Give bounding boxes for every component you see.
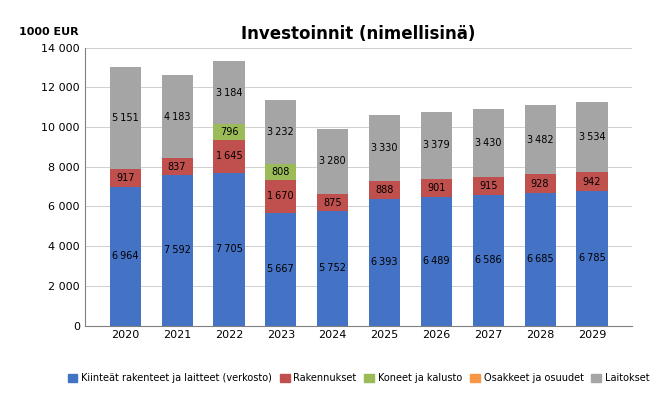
Bar: [265, 213, 297, 326]
Text: 875: 875: [323, 198, 342, 208]
Text: 4 183: 4 183: [164, 112, 190, 122]
Text: 3 534: 3 534: [579, 132, 605, 142]
Bar: [265, 164, 297, 180]
Text: 901: 901: [427, 183, 445, 193]
Bar: [317, 194, 348, 211]
Text: 796: 796: [220, 127, 238, 137]
Text: 808: 808: [272, 167, 290, 177]
Text: 3 232: 3 232: [267, 127, 294, 137]
Bar: [213, 124, 244, 140]
Text: 3 482: 3 482: [527, 135, 554, 145]
Bar: [213, 140, 244, 173]
Text: 6 393: 6 393: [371, 257, 398, 267]
Bar: [525, 105, 556, 174]
Text: 837: 837: [168, 162, 186, 172]
Bar: [421, 112, 452, 179]
Bar: [369, 181, 400, 198]
Bar: [265, 180, 297, 213]
Bar: [213, 61, 244, 124]
Text: 888: 888: [376, 185, 394, 195]
Text: 915: 915: [479, 181, 497, 191]
Bar: [110, 67, 141, 169]
Bar: [369, 115, 400, 181]
Text: 6 586: 6 586: [475, 255, 501, 265]
Text: 6 964: 6 964: [112, 251, 138, 261]
Bar: [317, 129, 348, 194]
Bar: [421, 197, 452, 326]
Text: 6 685: 6 685: [527, 254, 554, 264]
Bar: [162, 175, 192, 326]
Bar: [525, 193, 556, 326]
Text: 928: 928: [531, 179, 550, 189]
Bar: [473, 195, 504, 326]
Bar: [162, 75, 192, 158]
Bar: [576, 191, 608, 326]
Text: 3 330: 3 330: [371, 143, 398, 153]
Text: 1 670: 1 670: [267, 191, 294, 201]
Text: 6 489: 6 489: [423, 256, 450, 266]
Bar: [110, 187, 141, 326]
Text: 1 645: 1 645: [216, 151, 243, 161]
Text: 3 430: 3 430: [475, 138, 501, 148]
Bar: [162, 158, 192, 175]
Text: 3 280: 3 280: [319, 156, 346, 166]
Bar: [576, 102, 608, 172]
Bar: [421, 179, 452, 197]
Text: 6 785: 6 785: [578, 253, 605, 263]
Bar: [369, 198, 400, 326]
Bar: [473, 177, 504, 195]
Text: 5 151: 5 151: [112, 113, 139, 123]
Title: Investoinnit (nimellisinä): Investoinnit (nimellisinä): [241, 25, 476, 43]
Text: 7 705: 7 705: [216, 244, 243, 254]
Bar: [110, 169, 141, 187]
Text: 942: 942: [583, 177, 601, 187]
Text: 3 184: 3 184: [216, 88, 242, 98]
Bar: [576, 172, 608, 191]
Bar: [525, 174, 556, 193]
Text: 3 379: 3 379: [423, 140, 450, 150]
Bar: [265, 100, 297, 164]
Legend: Kiinteät rakenteet ja laitteet (verkosto), Rakennukset, Koneet ja kalusto, Osakk: Kiinteät rakenteet ja laitteet (verkosto…: [64, 369, 652, 387]
Text: 5 667: 5 667: [267, 264, 294, 274]
Bar: [473, 108, 504, 177]
Text: 917: 917: [116, 173, 134, 183]
Bar: [317, 211, 348, 326]
Text: 7 592: 7 592: [164, 245, 190, 255]
Text: 5 752: 5 752: [319, 264, 346, 274]
Text: 1000 EUR: 1000 EUR: [19, 27, 79, 37]
Bar: [213, 173, 244, 326]
